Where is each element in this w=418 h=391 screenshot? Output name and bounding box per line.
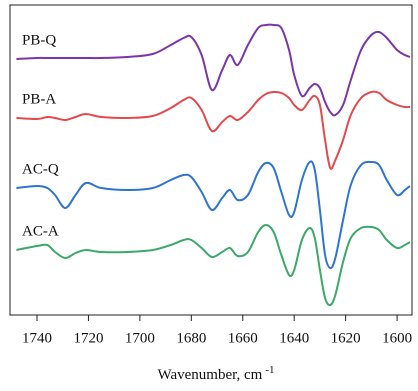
series-label: PB-A [22,91,56,107]
x-tick-label: 1640 [279,330,309,346]
x-axis-label: Wavenumber, cm -1 [158,364,275,384]
spectrum-line [16,23,411,117]
series-label: PB-Q [22,32,56,48]
x-axis-label-sup: -1 [265,364,274,376]
x-tick-label: 1680 [176,330,206,346]
series-label: AC-A [22,223,59,239]
plot-frame [9,4,413,316]
spectrum-line [16,160,411,270]
x-tick-label: 1600 [382,330,412,346]
x-tick-label: 1720 [73,330,103,346]
series-label: AC-Q [22,161,59,177]
x-tick-label: 1740 [22,330,52,346]
x-tick-label: 1700 [125,330,155,346]
x-tick-label: 1620 [331,330,361,346]
x-tick-label: 1660 [228,330,258,346]
x-axis-label-text: Wavenumber, cm [158,367,263,383]
spectrum-line [16,223,411,307]
spectrum-line [16,90,410,170]
